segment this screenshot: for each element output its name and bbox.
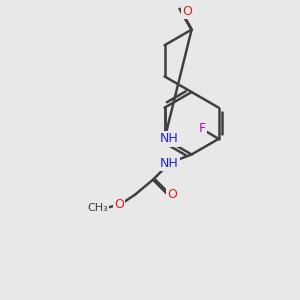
Text: NH: NH [160, 132, 178, 146]
Text: NH: NH [160, 157, 179, 170]
Text: F: F [199, 122, 206, 135]
Text: CH₃: CH₃ [88, 203, 108, 213]
Text: O: O [114, 199, 124, 212]
Text: O: O [182, 5, 192, 18]
Text: O: O [167, 188, 177, 201]
